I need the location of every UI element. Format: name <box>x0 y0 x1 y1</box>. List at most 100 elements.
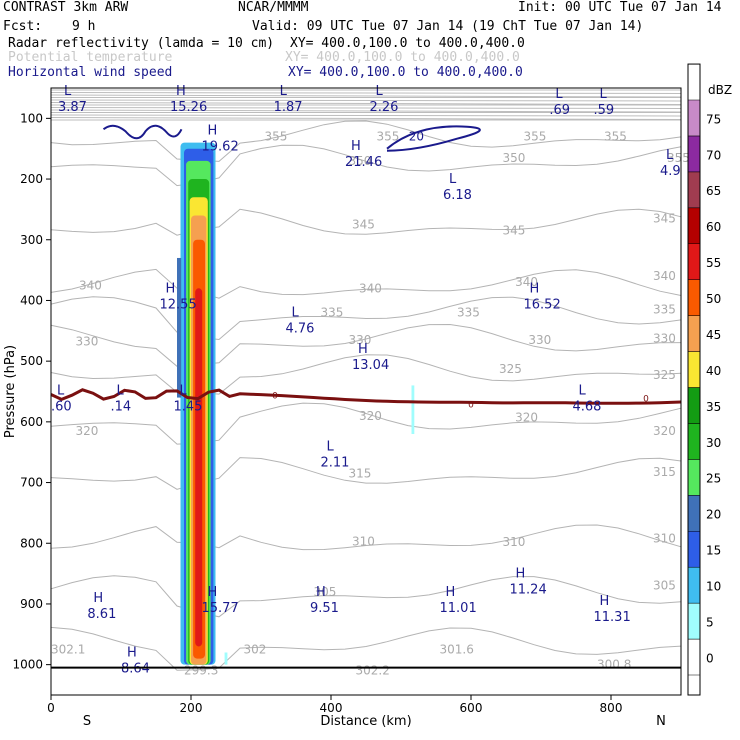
plot-background <box>51 88 681 695</box>
colorbar-swatch <box>687 279 701 316</box>
init-time: Init: 00 UTC Tue 07 Jan 14 <box>518 0 722 15</box>
colorbar-swatch <box>687 423 701 460</box>
field-wind-name: Horizontal wind speed <box>8 65 173 80</box>
field-theta-xy: XY= 400.0,100.0 to 400.0,400.0 <box>285 50 520 65</box>
theta-contour-line <box>50 144 682 187</box>
zero-line-label: 0 <box>643 395 649 405</box>
colorbar-swatch <box>687 315 701 352</box>
colorbar-label: 70 <box>706 148 721 162</box>
plot-frame <box>50 87 682 696</box>
extremum-marker: L <box>376 84 384 99</box>
theta-label: 302.2 <box>356 664 390 678</box>
y-axis-label: Pressure (hPa) <box>3 345 18 438</box>
extremum-marker: H <box>358 342 368 357</box>
theta-label: 355 <box>667 151 690 165</box>
theta-label: 330 <box>76 335 99 349</box>
theta-label: 310 <box>503 535 526 549</box>
theta-contour-line <box>50 524 682 551</box>
colorbar-label: 35 <box>706 400 721 414</box>
extremum-value: 11.01 <box>440 601 477 616</box>
melting-level-line <box>50 388 682 405</box>
x-end-label-north: N <box>656 714 666 729</box>
center-name: NCAR/MMMM <box>238 0 309 15</box>
theta-label: 350 <box>349 154 372 168</box>
extremum-value: 3.87 <box>58 100 87 115</box>
theta-label: 320 <box>515 411 538 425</box>
colorbar-swatch <box>687 495 701 532</box>
theta-label: 302.1 <box>51 642 85 656</box>
y-tick-label: 700 <box>20 476 43 490</box>
extremum-value: 4.9 <box>660 164 681 179</box>
wind-contour-label: 20 <box>409 130 424 144</box>
theta-label: 301.6 <box>440 642 474 656</box>
reflectivity-core <box>195 288 203 647</box>
theta-label: 320 <box>76 424 99 438</box>
extremum-value: 11.31 <box>594 610 631 625</box>
extremum-value: 11.24 <box>510 583 547 598</box>
colorbar-label: 75 <box>706 112 721 126</box>
extremum-marker: H <box>166 281 176 296</box>
reflectivity-small-echo <box>411 385 415 434</box>
theta-contour-line <box>50 323 682 367</box>
y-tick-label: 1000 <box>12 658 43 672</box>
extremum-marker: L <box>57 383 65 398</box>
colorbar-swatch <box>687 638 701 676</box>
theta-contour-line <box>50 208 682 236</box>
colorbar-swatch <box>687 459 701 496</box>
x-tick-label: 200 <box>180 701 203 715</box>
extremum-value: 2.26 <box>370 100 399 115</box>
extremum-value: 19.62 <box>202 140 239 155</box>
colorbar-label: 5 <box>706 615 714 629</box>
extremum-marker: L <box>280 84 288 99</box>
colorbar-label: 0 <box>706 651 714 665</box>
wind-contour-line <box>386 125 481 152</box>
fcst-label: Fcst: <box>3 19 43 34</box>
theta-contour-line <box>50 575 682 618</box>
colorbar-swatch <box>687 99 701 137</box>
extremum-marker: H <box>516 567 526 582</box>
extremum-value: 8.61 <box>87 607 116 622</box>
extremum-marker: L <box>449 172 457 187</box>
reflectivity-small-echo <box>224 652 228 665</box>
field-reflectivity-name: Radar reflectivity (lamda = 10 cm) <box>8 36 275 51</box>
theta-label: 330 <box>349 333 372 347</box>
extremum-marker: H <box>530 281 540 296</box>
extremum-value: 9.51 <box>310 601 339 616</box>
colorbar-label: 50 <box>706 292 721 306</box>
theta-upper-contour-line <box>50 117 682 120</box>
extremum-marker: L <box>555 87 563 102</box>
extremum-marker: L <box>180 383 188 398</box>
colorbar-swatch <box>687 566 701 604</box>
theta-label: 315 <box>653 465 676 479</box>
theta-upper-contour-line <box>50 107 682 109</box>
y-tick-label: 100 <box>20 111 43 125</box>
theta-label: 355 <box>377 130 400 144</box>
theta-label: 299.3 <box>184 664 218 678</box>
fcst-value: 9 h <box>72 19 96 34</box>
theta-label: 335 <box>653 303 676 317</box>
theta-upper-contour-line <box>50 109 682 113</box>
x-tick-label: 600 <box>460 701 483 715</box>
theta-contour-line <box>50 120 682 162</box>
extremum-value: .59 <box>594 103 615 118</box>
colorbar-swatch <box>687 135 701 173</box>
zero-line-label: 0 <box>468 401 474 411</box>
extremum-value: 13.04 <box>352 358 389 373</box>
theta-label: 320 <box>359 409 382 423</box>
extremum-marker: H <box>176 84 186 99</box>
theta-label: 305 <box>653 579 676 593</box>
theta-label: 330 <box>528 333 551 347</box>
extremum-value: 8.64 <box>121 662 150 677</box>
x-tick-label: 800 <box>600 701 623 715</box>
extremum-marker: L <box>327 439 335 454</box>
theta-label: 310 <box>653 531 676 545</box>
field-theta-name: Potential temperature <box>8 50 173 65</box>
extremum-value: 1.87 <box>274 100 303 115</box>
extremum-value: 16.52 <box>524 297 561 312</box>
colorbar-swatch <box>687 207 701 244</box>
extremum-marker: H <box>208 585 218 600</box>
extremum-marker: H <box>446 585 456 600</box>
theta-label: 335 <box>321 306 344 320</box>
colorbar-label: 30 <box>706 436 721 450</box>
